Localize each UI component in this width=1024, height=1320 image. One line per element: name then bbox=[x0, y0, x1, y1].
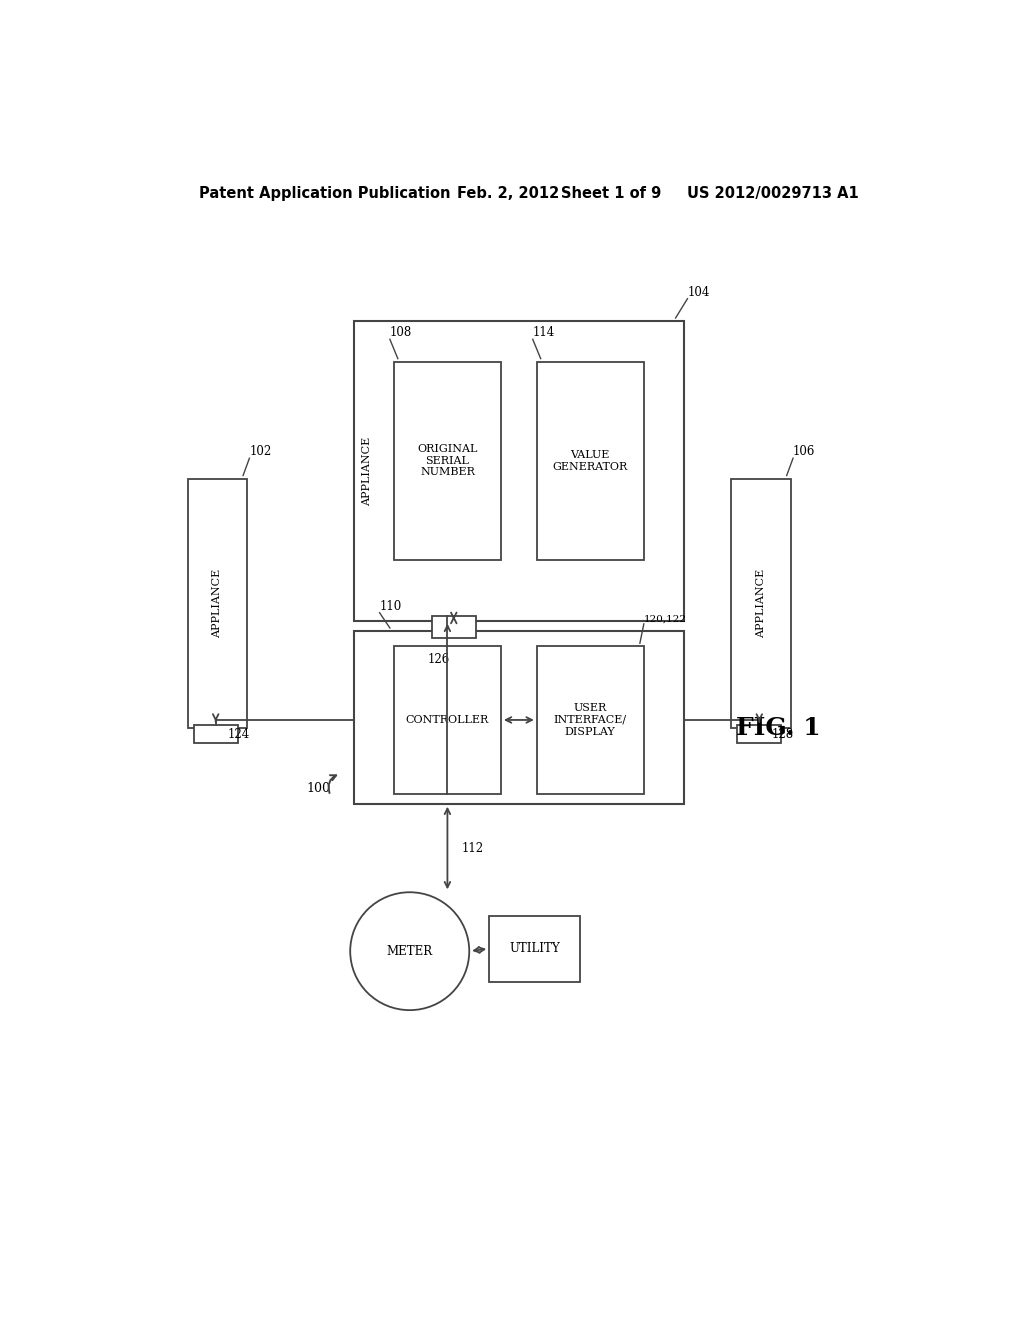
Text: METER: METER bbox=[387, 945, 433, 958]
Text: UTILITY: UTILITY bbox=[509, 942, 560, 956]
FancyBboxPatch shape bbox=[354, 321, 684, 620]
FancyBboxPatch shape bbox=[187, 479, 247, 727]
FancyBboxPatch shape bbox=[537, 647, 644, 793]
Text: Sheet 1 of 9: Sheet 1 of 9 bbox=[560, 186, 660, 202]
Text: 112: 112 bbox=[462, 842, 483, 854]
FancyBboxPatch shape bbox=[432, 615, 475, 638]
FancyBboxPatch shape bbox=[731, 479, 791, 727]
Text: CONTROLLER: CONTROLLER bbox=[406, 715, 489, 725]
FancyBboxPatch shape bbox=[737, 725, 781, 743]
Text: 106: 106 bbox=[793, 445, 815, 458]
Text: 114: 114 bbox=[532, 326, 555, 339]
Text: 108: 108 bbox=[390, 326, 412, 339]
FancyBboxPatch shape bbox=[354, 631, 684, 804]
Text: USER
INTERFACE/
DISPLAY: USER INTERFACE/ DISPLAY bbox=[554, 704, 627, 737]
Text: Patent Application Publication: Patent Application Publication bbox=[200, 186, 451, 202]
Ellipse shape bbox=[350, 892, 469, 1010]
Text: 120,122: 120,122 bbox=[644, 615, 687, 624]
FancyBboxPatch shape bbox=[394, 362, 501, 560]
Text: 102: 102 bbox=[250, 445, 271, 458]
Text: Feb. 2, 2012: Feb. 2, 2012 bbox=[458, 186, 559, 202]
FancyBboxPatch shape bbox=[489, 916, 581, 982]
FancyBboxPatch shape bbox=[194, 725, 238, 743]
Text: VALUE
GENERATOR: VALUE GENERATOR bbox=[553, 450, 628, 471]
Text: APPLIANCE: APPLIANCE bbox=[361, 437, 372, 506]
FancyBboxPatch shape bbox=[537, 362, 644, 560]
Text: 124: 124 bbox=[227, 729, 250, 742]
Text: 110: 110 bbox=[380, 599, 401, 612]
Text: FIG. 1: FIG. 1 bbox=[736, 715, 821, 739]
Text: 100: 100 bbox=[306, 781, 331, 795]
Text: APPLIANCE: APPLIANCE bbox=[212, 569, 222, 638]
Text: US 2012/0029713 A1: US 2012/0029713 A1 bbox=[687, 186, 859, 202]
Text: 104: 104 bbox=[687, 285, 710, 298]
FancyBboxPatch shape bbox=[394, 647, 501, 793]
Text: APPLIANCE: APPLIANCE bbox=[756, 569, 766, 638]
Text: 126: 126 bbox=[428, 653, 451, 667]
Text: 128: 128 bbox=[771, 729, 794, 742]
Text: ORIGINAL
SERIAL
NUMBER: ORIGINAL SERIAL NUMBER bbox=[417, 444, 477, 478]
